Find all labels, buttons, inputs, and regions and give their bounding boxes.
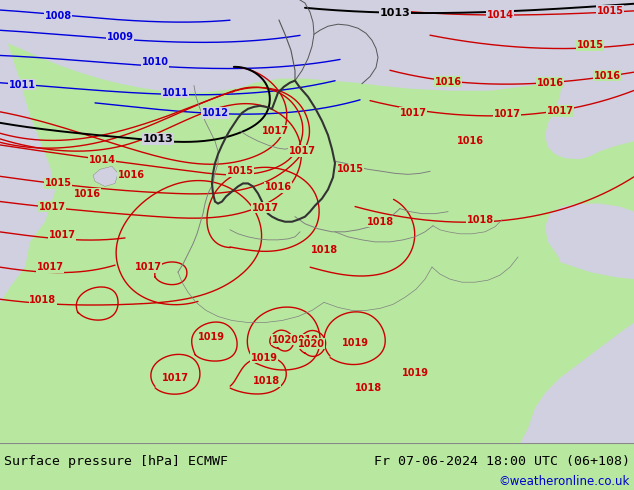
Text: 1018: 1018 — [467, 215, 493, 225]
Text: 1018: 1018 — [366, 217, 394, 227]
Text: 1020: 1020 — [297, 339, 325, 349]
Text: 1013: 1013 — [380, 8, 410, 18]
Text: 1013: 1013 — [143, 134, 173, 144]
Text: 1017: 1017 — [48, 230, 75, 240]
Polygon shape — [0, 0, 30, 302]
Text: 1011: 1011 — [162, 88, 188, 98]
Polygon shape — [505, 0, 634, 159]
Text: 1015: 1015 — [576, 40, 604, 50]
Text: 1010: 1010 — [141, 57, 169, 68]
Text: 1009: 1009 — [107, 32, 134, 42]
Text: 1017: 1017 — [134, 262, 162, 272]
Text: 1018: 1018 — [29, 295, 56, 305]
Text: 1011: 1011 — [8, 80, 36, 90]
Text: 1016: 1016 — [593, 71, 621, 80]
Text: 1018: 1018 — [311, 245, 339, 255]
Text: 1016: 1016 — [264, 182, 292, 193]
Text: 1017: 1017 — [288, 146, 316, 156]
Text: 1008: 1008 — [44, 11, 72, 21]
Text: 1015: 1015 — [44, 178, 72, 189]
Text: 1016: 1016 — [536, 77, 564, 88]
Polygon shape — [0, 0, 634, 93]
Text: 1018: 1018 — [356, 383, 382, 393]
Text: 1016: 1016 — [74, 189, 101, 198]
Text: 1019: 1019 — [401, 368, 429, 378]
Text: 1017: 1017 — [252, 203, 278, 213]
Text: 1012: 1012 — [202, 108, 228, 118]
Text: 1015: 1015 — [226, 166, 254, 176]
Polygon shape — [520, 322, 634, 443]
Text: 1016: 1016 — [434, 76, 462, 87]
Text: 1017: 1017 — [39, 201, 65, 212]
Text: 1019: 1019 — [198, 332, 224, 342]
Text: 1016: 1016 — [117, 171, 145, 180]
Text: 1014: 1014 — [486, 10, 514, 20]
Text: 1019: 1019 — [342, 338, 368, 348]
Text: 1014: 1014 — [89, 155, 115, 165]
Text: 1018: 1018 — [254, 376, 281, 386]
Polygon shape — [93, 166, 118, 187]
Text: 1015: 1015 — [337, 164, 363, 174]
Text: 1017: 1017 — [37, 262, 63, 272]
Text: 1019: 1019 — [250, 353, 278, 363]
Polygon shape — [545, 203, 634, 279]
Text: Fr 07-06-2024 18:00 UTC (06+108): Fr 07-06-2024 18:00 UTC (06+108) — [374, 455, 630, 468]
Text: 1020: 1020 — [271, 335, 299, 344]
Text: ©weatheronline.co.uk: ©weatheronline.co.uk — [498, 475, 630, 489]
Text: 1019: 1019 — [292, 335, 318, 344]
Text: 1017: 1017 — [162, 373, 188, 383]
Text: 1017: 1017 — [399, 108, 427, 118]
Text: 1015: 1015 — [597, 6, 623, 16]
Polygon shape — [0, 0, 55, 257]
Text: 1017: 1017 — [493, 109, 521, 119]
Text: Surface pressure [hPa] ECMWF: Surface pressure [hPa] ECMWF — [4, 455, 228, 468]
Text: 1017: 1017 — [261, 126, 288, 136]
Text: 1017: 1017 — [547, 106, 574, 116]
Text: 1016: 1016 — [456, 136, 484, 146]
